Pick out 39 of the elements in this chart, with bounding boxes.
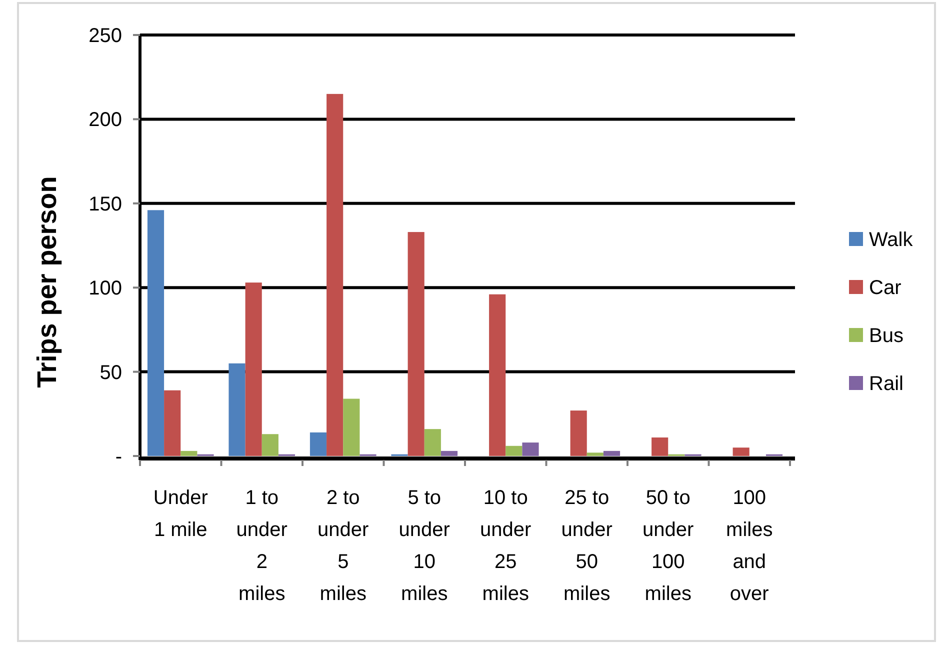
bar — [228, 363, 246, 456]
y-tick-label: 250 — [88, 25, 122, 47]
x-tick-label: 10 to under 25 miles — [480, 487, 532, 605]
bar — [326, 94, 344, 456]
bar — [440, 450, 458, 456]
x-tick-label: 50 to under 100 miles — [642, 487, 694, 605]
bar — [489, 294, 506, 456]
bar — [732, 448, 750, 456]
legend-label: Car — [869, 277, 902, 299]
bar — [506, 446, 522, 456]
bar — [147, 210, 164, 456]
bar — [180, 450, 198, 456]
bar — [522, 442, 539, 456]
legend-label: Bus — [869, 325, 904, 347]
y-tick-label: 150 — [88, 193, 122, 216]
bar — [408, 232, 424, 456]
y-tick-label: 50 — [100, 362, 122, 384]
x-tick-label: 100 miles and over — [726, 487, 773, 605]
x-tick-label: 2 to under 5 miles — [318, 487, 370, 605]
bar — [343, 398, 360, 456]
bar — [570, 410, 587, 456]
bar — [603, 450, 620, 456]
legend-label: Rail — [869, 373, 904, 395]
bar — [310, 432, 327, 456]
x-tick-label: 5 to under 10 miles — [398, 487, 450, 605]
legend-label: Walk — [869, 229, 914, 251]
bar — [424, 429, 441, 456]
bar — [245, 282, 262, 456]
x-tick-label: Under 1 mile — [153, 487, 208, 541]
bar — [652, 437, 668, 456]
x-tick-label: 25 to under 50 miles — [561, 487, 613, 605]
y-axis-title: Trips per person — [32, 176, 62, 388]
y-tick-label: - — [115, 446, 122, 468]
bar — [262, 434, 278, 456]
y-tick-label: 200 — [88, 109, 122, 132]
y-tick-label: 100 — [88, 278, 122, 300]
x-tick-label: 1 to under 2 miles — [236, 487, 288, 605]
bar — [164, 390, 181, 456]
bar — [586, 452, 604, 456]
